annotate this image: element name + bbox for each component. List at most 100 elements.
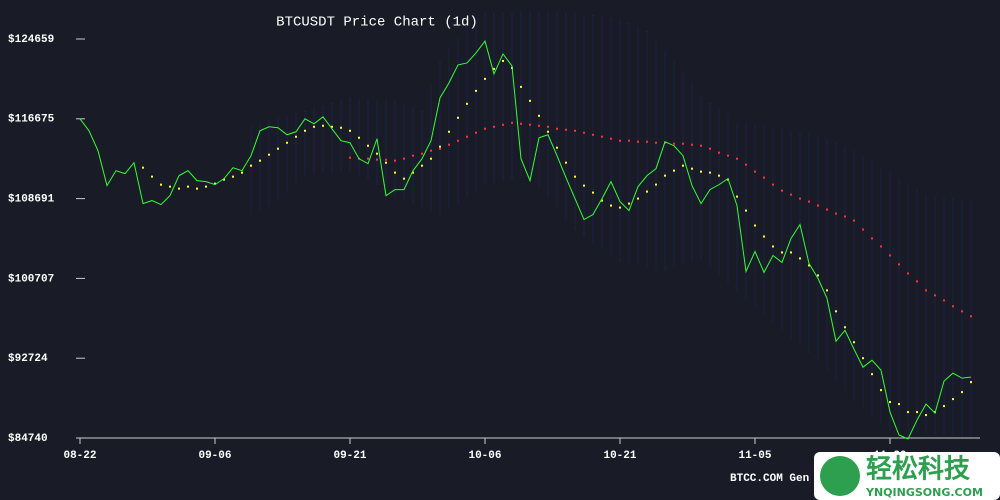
ma-dot bbox=[745, 163, 747, 166]
ma-dot bbox=[664, 174, 666, 177]
ma-dot bbox=[169, 185, 171, 188]
ma-dot bbox=[241, 171, 243, 174]
ma-dot bbox=[250, 164, 252, 167]
ma-dot bbox=[628, 139, 630, 142]
x-tick-label: 11-05 bbox=[738, 450, 771, 462]
ma-dot bbox=[574, 129, 576, 132]
y-tick-label: $108691 bbox=[8, 194, 55, 206]
ma-dot bbox=[358, 136, 360, 139]
ma-dot bbox=[385, 161, 387, 164]
ma-dot bbox=[502, 123, 504, 126]
chart-title: BTCUSDT Price Chart (1d) bbox=[276, 15, 478, 31]
ma-dot bbox=[889, 254, 891, 257]
logo-icon bbox=[820, 456, 860, 496]
ma-dot bbox=[880, 245, 882, 248]
ma-dot bbox=[475, 89, 477, 92]
y-tick-label: $116675 bbox=[8, 114, 55, 126]
ma-dot bbox=[808, 264, 810, 267]
ma-dot bbox=[439, 145, 441, 148]
ma-dot bbox=[268, 153, 270, 156]
ma-dot bbox=[826, 289, 828, 292]
ma-dot bbox=[646, 190, 648, 193]
ma-dot bbox=[385, 158, 387, 161]
ma-dot bbox=[682, 142, 684, 145]
ma-dot bbox=[187, 185, 189, 188]
ma-dot bbox=[304, 129, 306, 132]
ma-dot bbox=[367, 144, 369, 147]
ma-dot bbox=[700, 170, 702, 173]
ma-dot bbox=[529, 123, 531, 126]
ma-dot bbox=[367, 157, 369, 160]
ma-dot bbox=[295, 135, 297, 138]
ma-dot bbox=[583, 131, 585, 134]
x-tick-label: 09-06 bbox=[198, 450, 231, 462]
ma-dot bbox=[637, 197, 639, 200]
ma-dot bbox=[637, 140, 639, 143]
ma-dot bbox=[682, 164, 684, 167]
ma-dot bbox=[466, 135, 468, 138]
ma-dot bbox=[457, 116, 459, 119]
ma-dot bbox=[718, 174, 720, 177]
ma-dot bbox=[412, 154, 414, 157]
ma-dot bbox=[655, 183, 657, 186]
ma-dot bbox=[691, 143, 693, 146]
ma-dot bbox=[871, 237, 873, 240]
ma-dot bbox=[592, 191, 594, 194]
ma-dot bbox=[700, 144, 702, 147]
ma-dot bbox=[862, 228, 864, 231]
ma-dot bbox=[160, 183, 162, 186]
ma-dot bbox=[376, 152, 378, 155]
ma-dot bbox=[952, 398, 954, 401]
ma-dot bbox=[331, 125, 333, 128]
ma-dot bbox=[943, 299, 945, 302]
logo-box bbox=[814, 452, 1000, 500]
ma-dot bbox=[547, 125, 549, 128]
ma-dot bbox=[934, 294, 936, 297]
ma-dot bbox=[916, 280, 918, 283]
ma-dot bbox=[412, 171, 414, 174]
ma-dot bbox=[457, 139, 459, 142]
ma-dot bbox=[853, 219, 855, 222]
ma-dot bbox=[322, 124, 324, 127]
ma-dot bbox=[655, 141, 657, 144]
ma-dot bbox=[925, 414, 927, 417]
logo-title: 轻松科技 bbox=[866, 455, 970, 485]
ma-dot bbox=[790, 251, 792, 254]
ma-dot bbox=[799, 197, 801, 200]
ma-dot bbox=[970, 381, 972, 384]
ma-dot bbox=[835, 310, 837, 313]
ma-dot bbox=[601, 199, 603, 202]
ma-dot bbox=[394, 159, 396, 162]
ma-dot bbox=[619, 206, 621, 209]
y-tick-label: $100707 bbox=[8, 273, 54, 285]
ma-dot bbox=[394, 171, 396, 174]
ma-dot bbox=[943, 405, 945, 408]
ma-dot bbox=[349, 156, 351, 159]
ma-dot bbox=[646, 140, 648, 143]
ma-dot bbox=[259, 159, 261, 162]
ma-dot bbox=[565, 161, 567, 164]
y-tick-label: $84740 bbox=[8, 433, 48, 445]
ma-dot bbox=[403, 177, 405, 180]
ma-dot bbox=[232, 175, 234, 178]
ma-dot bbox=[781, 189, 783, 192]
ma-dot bbox=[178, 187, 180, 190]
ma-dot bbox=[583, 184, 585, 187]
ma-dot bbox=[277, 147, 279, 150]
ma-dot bbox=[439, 147, 441, 150]
ma-dot bbox=[493, 67, 495, 70]
ma-dot bbox=[808, 200, 810, 203]
ma-dot bbox=[430, 149, 432, 152]
price-line bbox=[79, 39, 972, 440]
ma-dot bbox=[736, 157, 738, 160]
ma-dot bbox=[619, 139, 621, 142]
ma-dot bbox=[889, 401, 891, 404]
ma-dot bbox=[835, 212, 837, 215]
x-tick-label: 08-22 bbox=[63, 450, 96, 462]
ma-dot bbox=[916, 411, 918, 414]
ma-dot bbox=[349, 129, 351, 132]
ma-dot bbox=[538, 114, 540, 117]
ma-dot bbox=[421, 164, 423, 167]
ma-dot bbox=[196, 187, 198, 190]
